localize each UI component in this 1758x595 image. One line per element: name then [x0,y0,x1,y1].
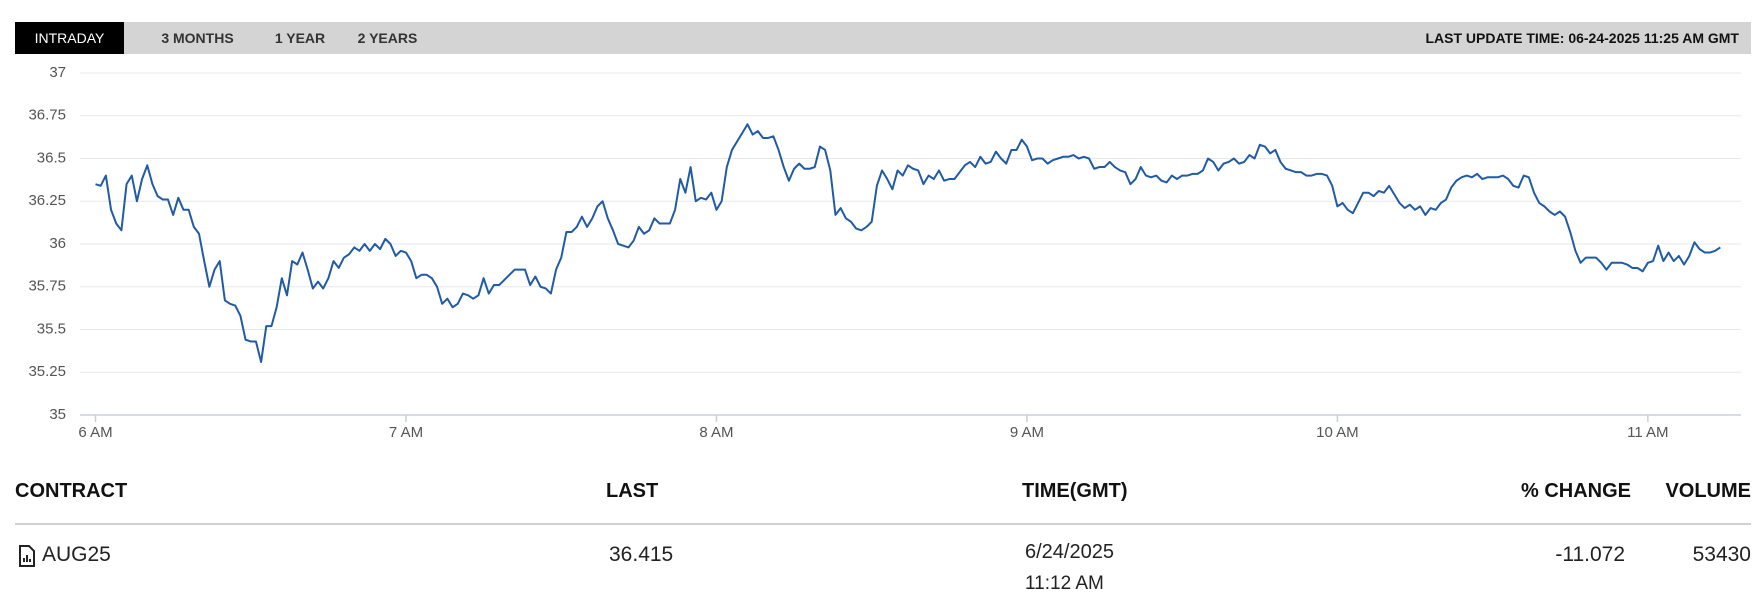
volume: 53430 [1692,543,1751,566]
x-tick-label: 6 AM [78,424,112,441]
y-tick-label: 35.75 [28,278,66,295]
last-price: 36.415 [609,543,674,566]
y-tick-label: 37 [49,64,66,81]
y-tick-label: 36.5 [37,149,66,166]
y-tick-label: 36.75 [28,107,66,124]
y-tick-label: 35.5 [37,320,66,337]
trade-date: 6/24/2025 [1025,541,1114,563]
last-update: LAST UPDATE TIME: 06-24-2025 11:25 AM GM… [1425,30,1739,46]
y-tick-label: 35.25 [28,363,66,380]
tab[interactable]: 3 MONTHS [161,30,234,46]
tab-bar: INTRADAY 3 MONTHS 1 YEAR 2 YEARS LAST UP… [15,22,1751,54]
trade-time: 11:12 AM [1025,573,1104,594]
column-header: CONTRACT [15,480,128,502]
divider [15,523,1751,525]
x-tick-label: 8 AM [699,424,733,441]
chart: 35 35.25 35.5 35.75 36 36.25 36.5 36.75 37 6 AM 7 … [28,64,1741,441]
tab[interactable]: INTRADAY [15,22,124,54]
percent-change: -11.072 [1555,543,1625,566]
report-icon[interactable] [18,545,36,567]
y-tick-label: 35 [49,406,66,423]
x-tick-label: 10 AM [1316,424,1359,441]
x-tick-label: 11 AM [1627,424,1668,441]
column-header: LAST [606,480,659,502]
x-tick-label: 7 AM [389,424,423,441]
tab[interactable]: 2 YEARS [357,30,418,46]
contract[interactable]: AUG25 [42,543,111,566]
price-line [95,123,1721,363]
column-header: TIME(GMT) [1022,480,1128,502]
column-header: VOLUME [1665,480,1751,502]
y-tick-label: 36.25 [28,192,66,209]
y-tick-label: 36 [49,235,66,252]
x-tick-label: 9 AM [1010,424,1044,441]
tab[interactable]: 1 YEAR [274,30,326,46]
column-header: % CHANGE [1520,480,1631,502]
